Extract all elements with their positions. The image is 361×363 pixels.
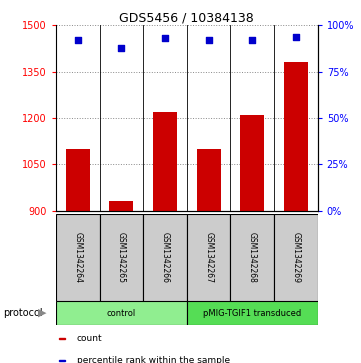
Text: GSM1342265: GSM1342265 <box>117 232 126 283</box>
Text: control: control <box>107 309 136 318</box>
Bar <box>143 214 187 301</box>
Bar <box>197 149 221 211</box>
Bar <box>230 214 274 301</box>
Text: pMIG-TGIF1 transduced: pMIG-TGIF1 transduced <box>203 309 301 318</box>
Bar <box>187 214 230 301</box>
Point <box>293 34 299 40</box>
Bar <box>284 62 308 211</box>
Text: protocol: protocol <box>4 308 43 318</box>
Text: GSM1342266: GSM1342266 <box>161 232 170 283</box>
Text: GSM1342267: GSM1342267 <box>204 232 213 283</box>
Bar <box>58 360 65 361</box>
Bar <box>187 301 318 325</box>
Bar <box>56 301 187 325</box>
Title: GDS5456 / 10384138: GDS5456 / 10384138 <box>119 11 254 24</box>
Point <box>75 37 81 43</box>
Text: ▶: ▶ <box>38 308 47 318</box>
Text: GSM1342269: GSM1342269 <box>291 232 300 283</box>
Text: GSM1342268: GSM1342268 <box>248 232 257 283</box>
Bar <box>153 112 177 211</box>
Text: count: count <box>77 334 103 343</box>
Bar <box>100 214 143 301</box>
Text: percentile rank within the sample: percentile rank within the sample <box>77 356 230 363</box>
Point <box>249 37 255 43</box>
Text: GSM1342264: GSM1342264 <box>73 232 82 283</box>
Bar <box>274 214 318 301</box>
Point <box>206 37 212 43</box>
Bar <box>109 201 133 211</box>
Bar <box>56 214 100 301</box>
Bar <box>240 115 264 211</box>
Point <box>118 45 124 50</box>
Bar <box>66 149 90 211</box>
Bar <box>58 338 65 339</box>
Point <box>162 36 168 41</box>
